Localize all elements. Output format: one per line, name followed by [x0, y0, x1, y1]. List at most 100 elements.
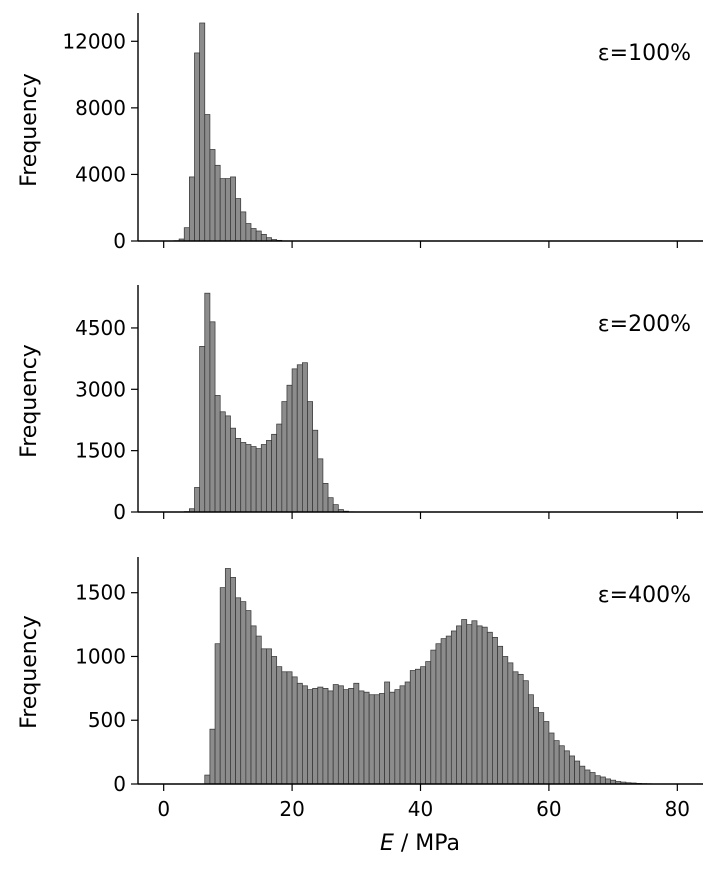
histogram-bar [517, 673, 524, 785]
histogram-bar [219, 178, 226, 242]
histogram-bar [230, 176, 236, 242]
histogram-bar [250, 625, 257, 785]
histogram-bar [250, 446, 257, 513]
y-tick-label: 0 [113, 229, 126, 253]
histogram-bar [250, 228, 257, 242]
histogram-bar [204, 292, 211, 513]
histogram-bar [260, 233, 267, 242]
histogram-bars [183, 292, 355, 513]
histogram-bar [224, 568, 231, 785]
histogram-bar [235, 198, 242, 242]
y-axis-label-100: Frequency [17, 73, 42, 187]
histogram-bar [266, 440, 272, 513]
y-tick-label: 12000 [62, 29, 126, 53]
histogram-bar [224, 178, 231, 242]
y-axis-label-200: Frequency [17, 344, 42, 458]
histogram-bar [404, 681, 411, 785]
histogram-bar [569, 755, 575, 785]
histogram-bar [589, 772, 596, 785]
histogram-bar [507, 662, 514, 785]
histogram-bar [255, 230, 262, 242]
histogram-bar [368, 694, 375, 785]
histogram-bar [363, 691, 370, 785]
histogram-bar [240, 211, 247, 242]
histogram-bar [425, 661, 432, 785]
histogram-bar [219, 411, 226, 513]
histogram-bar [204, 774, 211, 785]
histogram-bar [486, 631, 493, 785]
histogram-bar [332, 504, 339, 513]
histogram-bar [574, 760, 581, 785]
y-tick-label: 4500 [75, 316, 126, 340]
histogram-bar [312, 687, 319, 785]
histogram-bar [471, 620, 478, 785]
histogram-bar [224, 415, 231, 513]
histogram-bar [579, 765, 586, 785]
histogram-bar [466, 624, 473, 785]
histogram-bar [214, 164, 221, 242]
histogram-bar [399, 685, 406, 785]
histogram-bar [276, 666, 283, 785]
x-tick-label: 80 [665, 797, 690, 821]
histogram-bar [209, 321, 216, 513]
histogram-bar [286, 384, 293, 513]
histogram-bar [497, 645, 504, 785]
histogram-bar [296, 682, 303, 785]
histogram-bar [522, 680, 529, 785]
histogram-bar [533, 707, 539, 785]
histogram-bar [235, 597, 242, 785]
histogram-bar [456, 625, 462, 785]
histogram-bar [389, 691, 396, 785]
histogram-bar [543, 721, 550, 785]
histogram-bar [296, 364, 303, 513]
histogram-bar [440, 638, 447, 785]
y-tick-label: 0 [113, 500, 126, 524]
histogram-bar [204, 114, 211, 242]
histogram-bar [538, 712, 545, 785]
histogram-bar [379, 693, 385, 785]
histogram-bar [322, 483, 329, 513]
histogram-bar [415, 668, 421, 785]
histogram-bar [445, 635, 452, 785]
histogram-bar [317, 458, 324, 513]
histogram-bar [512, 671, 519, 785]
x-tick-label: 0 [157, 797, 170, 821]
histogram-bar [183, 227, 190, 242]
histogram-bar [307, 401, 313, 513]
histogram-bar [373, 694, 380, 785]
histogram-bar [266, 648, 272, 785]
histogram-bar [281, 401, 288, 513]
histogram-bars [173, 22, 288, 242]
histogram-bar [245, 610, 252, 785]
panel-label-400: ε=400% [598, 583, 691, 608]
histogram-bar [245, 223, 252, 242]
histogram-bar [271, 433, 278, 513]
x-axis-label: E / MPa [380, 831, 460, 856]
histogram-bar [230, 427, 236, 513]
y-tick-label: 1500 [75, 439, 126, 463]
histogram-bar [260, 648, 267, 785]
y-tick-label: 1000 [75, 644, 126, 668]
histogram-bar [214, 643, 221, 785]
histogram-bar [271, 656, 278, 785]
histogram-bar [337, 685, 344, 785]
panel-strain-200: ε=200% Frequency 0 1500 3000 4500 [17, 285, 703, 524]
histogram-bar [476, 625, 483, 785]
histogram-bar [209, 149, 216, 242]
histogram-bar [276, 423, 283, 513]
histogram-bar [435, 643, 442, 785]
histogram-bar [358, 690, 365, 785]
x-axis-variable: E [380, 831, 394, 856]
histogram-bar [291, 368, 298, 513]
histogram-bar [214, 395, 221, 513]
panel-strain-100: ε=100% Frequency 0 4000 8000 12000 [17, 13, 703, 253]
y-tick-label: 3000 [75, 377, 126, 401]
histogram-bar [307, 689, 313, 785]
histogram-bar [286, 671, 293, 785]
y-tick-label: 1500 [75, 581, 126, 605]
histogram-bar [599, 776, 606, 785]
x-tick-label: 60 [536, 797, 561, 821]
histogram-bar [384, 681, 391, 785]
histogram-bar [209, 728, 216, 785]
